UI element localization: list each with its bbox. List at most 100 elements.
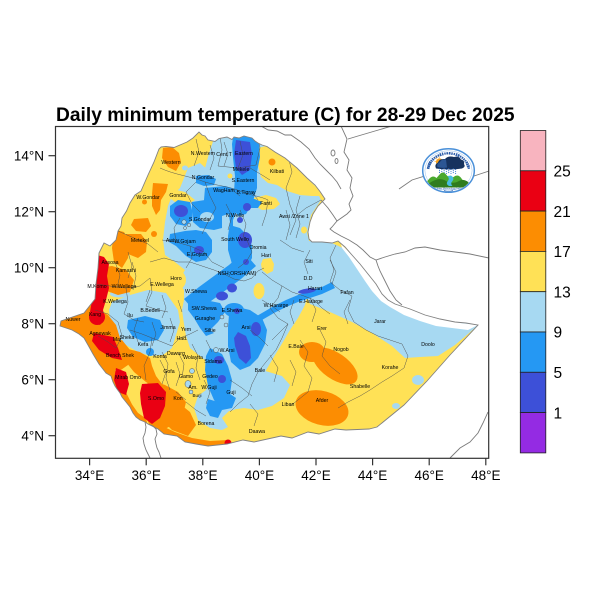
svg-text:Arsi: Arsi xyxy=(242,325,251,331)
svg-text:Doolo: Doolo xyxy=(421,342,435,348)
svg-text:Kilbati: Kilbati xyxy=(270,169,284,175)
svg-text:D.D: D.D xyxy=(304,276,313,282)
svg-text:Erer: Erer xyxy=(317,326,327,332)
svg-text:Mekele: Mekele xyxy=(233,167,250,173)
svg-text:S.Eastern: S.Eastern xyxy=(232,178,255,184)
svg-text:46°E: 46°E xyxy=(414,468,443,483)
svg-text:Jarar: Jarar xyxy=(374,319,386,325)
svg-text:Sheka: Sheka xyxy=(120,335,135,341)
svg-text:Fanti: Fanti xyxy=(260,201,272,207)
svg-text:Metekel: Metekel xyxy=(131,238,149,244)
svg-text:E.Shewa: E.Shewa xyxy=(222,308,243,314)
svg-text:Had.: Had. xyxy=(177,336,188,342)
svg-text:4°N: 4°N xyxy=(21,429,44,444)
svg-text:Awsi /Zone 1: Awsi /Zone 1 xyxy=(279,214,309,220)
svg-text:Ethiopian Meteorology Institut: Ethiopian Meteorology Institute xyxy=(432,187,465,190)
svg-text:Liban: Liban xyxy=(282,402,295,408)
svg-text:E.Wellega: E.Wellega xyxy=(150,282,174,288)
svg-text:Fafan: Fafan xyxy=(340,290,353,296)
svg-text:25: 25 xyxy=(554,164,571,181)
svg-text:Oromia: Oromia xyxy=(249,245,266,251)
svg-text:Bale: Bale xyxy=(255,368,265,374)
svg-text:S.Omo: S.Omo xyxy=(148,396,164,402)
svg-text:Ilu: Ilu xyxy=(127,313,133,319)
svg-text:Kefa: Kefa xyxy=(138,342,149,348)
svg-text:Agnewak: Agnewak xyxy=(89,331,111,337)
svg-text:Afder: Afder xyxy=(316,398,329,404)
svg-text:12°N: 12°N xyxy=(14,205,44,220)
svg-text:Kon: Kon xyxy=(173,396,182,402)
svg-text:Am.: Am. xyxy=(188,385,197,391)
svg-text:Gondar: Gondar xyxy=(169,193,187,199)
svg-text:Gedeo: Gedeo xyxy=(202,374,218,380)
svg-text:42°E: 42°E xyxy=(301,468,330,483)
svg-text:5: 5 xyxy=(554,365,563,382)
svg-text:E.Hararge: E.Hararge xyxy=(299,299,323,305)
svg-text:Burji: Burji xyxy=(192,393,201,398)
svg-text:K.Wellega: K.Wellega xyxy=(103,299,127,305)
svg-text:Borena: Borena xyxy=(198,421,215,427)
svg-text:W.Guji: W.Guji xyxy=(201,385,216,391)
svg-text:W.Wellega: W.Wellega xyxy=(112,284,137,290)
svg-text:38°E: 38°E xyxy=(188,468,217,483)
svg-text:36°E: 36°E xyxy=(131,468,160,483)
svg-text:W.Gojam: W.Gojam xyxy=(174,239,195,245)
svg-text:Dawurg: Dawurg xyxy=(167,351,185,357)
svg-text:6°N: 6°N xyxy=(21,373,44,388)
svg-text:E.Gojam: E.Gojam xyxy=(187,252,207,258)
svg-text:9: 9 xyxy=(554,325,563,342)
svg-text:44°E: 44°E xyxy=(358,468,387,483)
svg-text:Eastern: Eastern xyxy=(235,151,253,157)
svg-text:W.Shewa: W.Shewa xyxy=(185,289,207,295)
svg-text:Hari: Hari xyxy=(261,253,271,259)
svg-text:17: 17 xyxy=(554,244,571,261)
svg-text:W.Hararge: W.Hararge xyxy=(264,303,289,309)
svg-text:Nuwer: Nuwer xyxy=(66,317,81,323)
svg-text:10°N: 10°N xyxy=(14,261,44,276)
svg-text:Maj: Maj xyxy=(113,337,121,343)
svg-text:Gamo: Gamo xyxy=(179,374,193,380)
svg-text:Awi: Awi xyxy=(166,238,174,244)
svg-text:21: 21 xyxy=(554,204,571,221)
svg-text:Kang: Kang xyxy=(89,312,101,318)
svg-text:Daawa: Daawa xyxy=(249,429,265,435)
svg-text:Sidama: Sidama xyxy=(204,359,222,365)
svg-text:Shabelle: Shabelle xyxy=(350,384,370,390)
svg-text:W.Arsi: W.Arsi xyxy=(220,348,235,354)
svg-text:E.Bale: E.Bale xyxy=(288,344,303,350)
svg-text:Kamashi: Kamashi xyxy=(116,268,136,274)
svg-text:B.Bedell: B.Bedell xyxy=(140,308,159,314)
svg-text:1: 1 xyxy=(554,405,563,422)
svg-text:34°E: 34°E xyxy=(75,468,104,483)
svg-text:Nogob: Nogob xyxy=(333,347,348,353)
svg-text:WagHam: WagHam xyxy=(213,188,234,194)
svg-text:Mirab Omo: Mirab Omo xyxy=(115,375,141,381)
svg-text:48°E: 48°E xyxy=(471,468,500,483)
svg-text:Wolayita: Wolayita xyxy=(183,355,203,361)
svg-text:Harari: Harari xyxy=(308,286,322,292)
svg-text:13: 13 xyxy=(554,284,571,301)
svg-text:Siltie: Siltie xyxy=(204,328,215,334)
svg-text:Horo: Horo xyxy=(170,276,181,282)
svg-text:Yem: Yem xyxy=(181,327,191,333)
svg-text:S.Gondar: S.Gondar xyxy=(189,217,211,223)
svg-text:Konta: Konta xyxy=(153,354,167,360)
svg-text:Daily minimum temperature (C): Daily minimum temperature (C) for 28-29 … xyxy=(56,105,515,126)
svg-text:8°N: 8°N xyxy=(21,317,44,332)
svg-text:SW.Shewa: SW.Shewa xyxy=(191,306,216,312)
svg-text:Jimma: Jimma xyxy=(160,325,175,331)
svg-text:40°E: 40°E xyxy=(245,468,274,483)
svg-text:Western: Western xyxy=(161,160,180,166)
svg-text:Bench Shek: Bench Shek xyxy=(106,353,134,359)
svg-text:Korahe: Korahe xyxy=(382,365,399,371)
svg-text:N.Wello: N.Wello xyxy=(226,213,244,219)
svg-text:Assosa: Assosa xyxy=(101,260,118,266)
svg-text:Cent.T: Cent.T xyxy=(216,152,232,158)
svg-text:M.Komo: M.Komo xyxy=(87,284,106,290)
svg-text:Guraghe: Guraghe xyxy=(195,316,215,322)
svg-text:B.Tigray: B.Tigray xyxy=(236,190,256,196)
svg-text:Guji: Guji xyxy=(226,390,235,396)
svg-text:14°N: 14°N xyxy=(14,149,44,164)
svg-text:N.Western: N.Western xyxy=(191,151,216,157)
svg-text:Siti: Siti xyxy=(305,259,312,265)
